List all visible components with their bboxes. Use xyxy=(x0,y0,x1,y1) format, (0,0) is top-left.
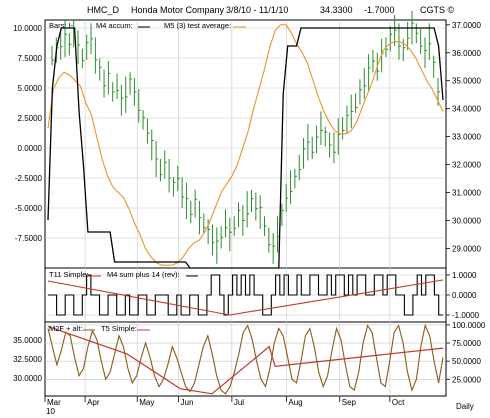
legend-average-label: M5 (3) test average: xyxy=(164,21,231,30)
interval-label: Daily xyxy=(456,402,474,411)
right-tick-label: 36.0000 xyxy=(452,49,481,58)
last-price: 34.3300 xyxy=(320,5,353,15)
month-label: Oct xyxy=(392,398,405,407)
bottom-right-tick-label: 25.0000 xyxy=(452,375,481,384)
right-tick-label: 33.0000 xyxy=(452,133,481,142)
right-tick-label: 32.0000 xyxy=(452,161,481,170)
bottom-right-tick-label: 75.0000 xyxy=(452,339,481,348)
legend-accum-label: M4 accum: xyxy=(96,21,133,30)
right-tick-label: 37.0000 xyxy=(452,21,481,30)
accum-line xyxy=(47,27,444,269)
symbol-label: HMC_D xyxy=(87,5,120,15)
middle-legend: T11 Simple: M4 sum plus 14 (rev): xyxy=(49,270,198,279)
left-tick-label: 5.0000 xyxy=(18,84,43,93)
month-label: Aug xyxy=(288,398,302,407)
right-tick-label: 34.0000 xyxy=(452,105,481,114)
time-axis: Mar Apr May Jun Jul Aug Sep Oct xyxy=(44,396,405,407)
price-bars xyxy=(51,10,440,264)
date-range: 3/8/10 - 11/1/10 xyxy=(226,5,288,15)
left-tick-label: 10.0000 xyxy=(13,24,42,33)
left-tick-label: 2.5000 xyxy=(18,114,43,123)
left-tick-label: 7.5000 xyxy=(18,54,43,63)
average-line xyxy=(47,24,444,266)
main-left-axis: 10.0000 7.5000 5.0000 2.5000 0.0000 -2.5000 -5… xyxy=(13,24,42,243)
left-tick-label: 0.0000 xyxy=(18,144,43,153)
main-right-axis: 37.0000 36.0000 35.0000 34.0000 33.0000 32.00… xyxy=(446,21,481,253)
right-tick-label: 35.0000 xyxy=(452,77,481,86)
main-panel-frame xyxy=(44,19,447,269)
middle-right-axis: 1.0000 0.0000 -1.0000 xyxy=(446,271,480,320)
bottom-left-tick-label: 32.5000 xyxy=(13,355,42,364)
legend-m4sum-label: M4 sum plus 14 (rev): xyxy=(107,270,180,279)
month-label: Apr xyxy=(87,398,100,407)
legend-bars-label: Bars: I- xyxy=(49,21,74,30)
year-label: 10 xyxy=(46,407,55,416)
t5-trend-line xyxy=(47,325,444,395)
legend-m2f-label: M2F + alt: xyxy=(49,324,83,333)
middle-tick-label: -1.0000 xyxy=(452,311,480,320)
bottom-left-tick-label: 35.0000 xyxy=(13,336,42,345)
bottom-panel-frame xyxy=(44,321,447,397)
m2f-line xyxy=(47,323,444,395)
copyright-label: CGTS © xyxy=(420,5,455,15)
grid-lines xyxy=(45,20,446,396)
legend-t5-label: T5 Simple: xyxy=(101,324,137,333)
middle-tick-label: 1.0000 xyxy=(452,271,477,280)
middle-tick-label: 0.0000 xyxy=(452,291,477,300)
right-tick-label: 30.0000 xyxy=(452,216,481,225)
month-label: Sep xyxy=(342,398,357,407)
main-legend: Bars: I- M4 accum: M5 (3) test average: xyxy=(49,21,246,30)
month-label: Jul xyxy=(234,398,244,407)
t11-trend-line xyxy=(47,279,444,316)
bottom-right-axis: 100.0000 75.0000 50.0000 25.0000 xyxy=(446,321,486,384)
month-label: Jun xyxy=(181,398,194,407)
bottom-legend: M2F + alt: T5 Simple: xyxy=(49,324,150,333)
month-label: May xyxy=(139,398,154,407)
month-label: Mar xyxy=(47,398,61,407)
legend-t11-label: T11 Simple: xyxy=(49,270,88,279)
bottom-right-tick-label: 50.0000 xyxy=(452,357,481,366)
left-tick-label: -5.0000 xyxy=(15,204,43,213)
price-change: -1.7000 xyxy=(364,5,395,15)
sum-step-line xyxy=(48,274,443,316)
company-name: Honda Motor Company xyxy=(131,5,225,15)
bottom-left-axis: 35.0000 32.5000 30.0000 xyxy=(13,336,42,383)
left-tick-label: -7.5000 xyxy=(15,234,43,243)
bottom-left-tick-label: 30.0000 xyxy=(13,374,42,383)
right-tick-label: 29.0000 xyxy=(452,244,481,253)
left-tick-label: -2.5000 xyxy=(15,174,43,183)
right-tick-label: 31.0000 xyxy=(452,189,481,198)
bottom-right-tick-label: 100.0000 xyxy=(452,321,486,330)
